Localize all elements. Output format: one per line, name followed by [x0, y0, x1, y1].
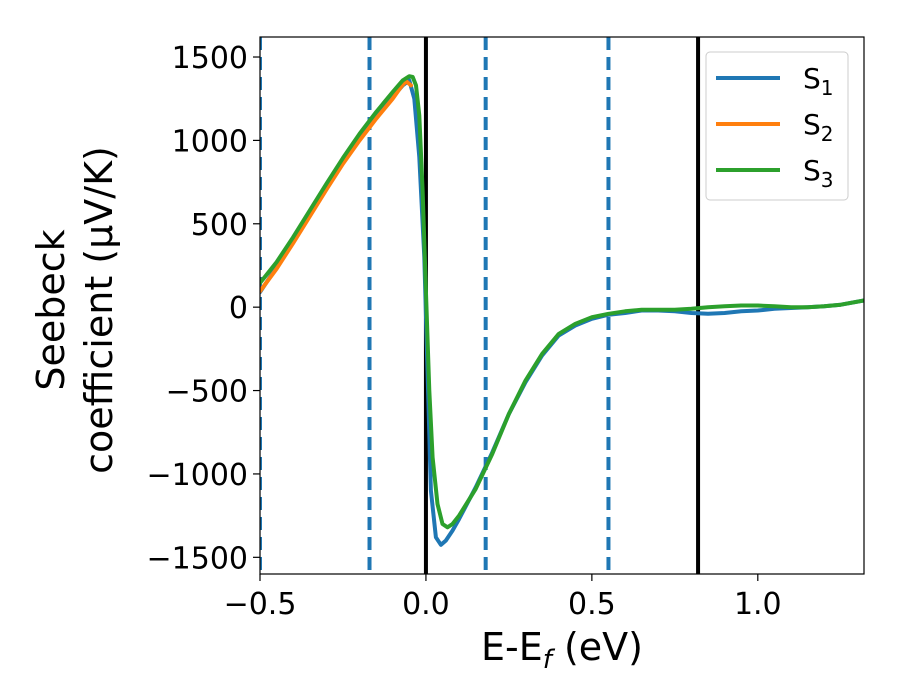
legend-label-S3: S3 — [803, 154, 834, 192]
x-axis-title-unit: (eV) — [552, 625, 643, 669]
y-tick-label: 1000 — [172, 124, 248, 159]
plot-frame — [259, 36, 865, 575]
y-axis-title-line2: coefficient (μV/K) — [77, 146, 121, 474]
y-tick-label: −1000 — [147, 458, 248, 493]
x-axis-title-main: E-E — [481, 625, 543, 669]
legend-label-S1: S1 — [803, 62, 834, 100]
x-tick-label: 0.5 — [568, 587, 616, 622]
y-tick-label: −500 — [166, 375, 248, 410]
series-line-S3 — [260, 74, 864, 530]
y-axis-title-line1: Seebeck — [29, 229, 73, 390]
y-tick-label: 1500 — [172, 41, 248, 76]
y-axis: 1500 1000 500 0 −500 −1000 −1500 — [147, 41, 260, 576]
x-tick-label: −0.5 — [224, 587, 297, 622]
legend-label-S2: S2 — [803, 108, 834, 146]
x-tick-label: 1.0 — [734, 587, 782, 622]
x-axis-title: E-Ef (eV) — [481, 625, 643, 675]
legend: S1 S2 S3 — [705, 51, 849, 201]
y-tick-label: 500 — [191, 208, 248, 243]
reference-lines — [260, 37, 701, 574]
series-layer — [260, 74, 864, 547]
series-line-S2 — [260, 79, 413, 294]
y-tick-label: 0 — [229, 291, 248, 326]
x-tick-label: 0.0 — [402, 587, 450, 622]
y-tick-label: −1500 — [147, 541, 248, 576]
x-axis: −0.5 0.0 0.5 1.0 — [224, 574, 782, 622]
